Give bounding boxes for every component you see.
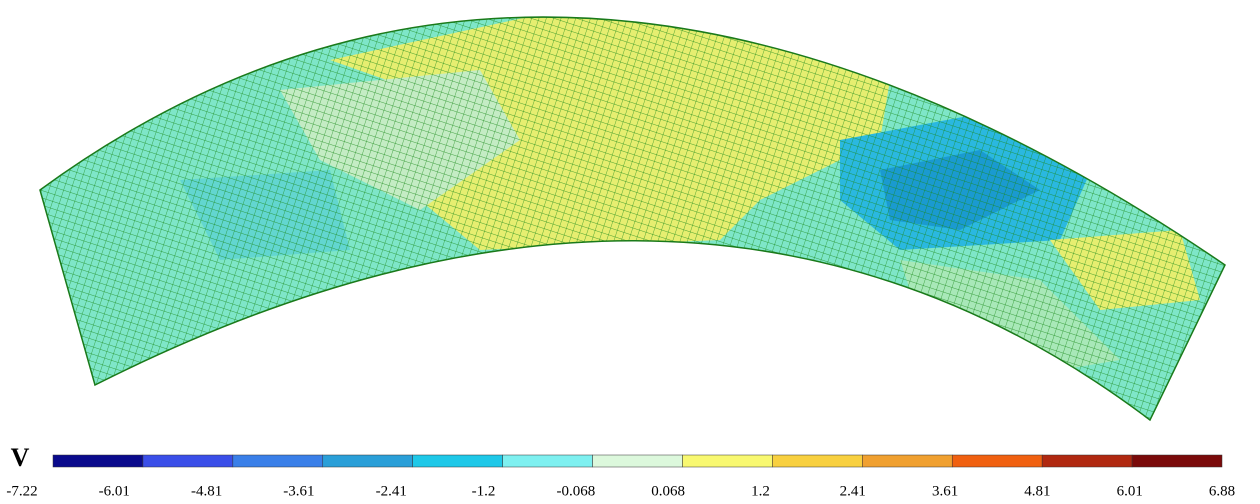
level-label: 6.01	[1117, 483, 1143, 499]
color-swatch	[772, 454, 863, 468]
level-label: -7.22	[6, 483, 37, 499]
level-label: 4.81	[1024, 483, 1050, 499]
colorbar: V -7.22 -6.01 -4.81 -3.61 -2.41 -1.2 -0.068 0.0…	[6, 443, 1235, 499]
mesh-plot	[39, 16, 1226, 422]
level-label: -1.2	[472, 483, 496, 499]
color-swatch	[951, 454, 1043, 468]
color-swatch	[1131, 454, 1223, 468]
color-swatch	[592, 454, 683, 468]
color-swatch	[412, 454, 503, 468]
color-swatch	[502, 454, 593, 468]
color-swatch	[682, 454, 773, 468]
color-swatch	[862, 454, 953, 468]
level-label: -4.81	[191, 483, 222, 499]
color-swatch	[1041, 454, 1133, 468]
level-label: 6.88	[1209, 483, 1235, 499]
level-label: -0.068	[556, 483, 595, 499]
color-swatch	[142, 454, 234, 468]
color-swatch	[52, 454, 144, 468]
level-label: -2.41	[376, 483, 407, 499]
level-label: -3.61	[283, 483, 314, 499]
legend-title: V	[11, 443, 30, 472]
level-label: 2.41	[840, 483, 866, 499]
level-label: -6.01	[99, 483, 130, 499]
color-swatch	[322, 454, 413, 468]
level-label: 0.068	[651, 483, 685, 499]
level-label: 3.61	[932, 483, 958, 499]
color-swatch	[232, 454, 324, 468]
level-label: 1.2	[751, 483, 770, 499]
